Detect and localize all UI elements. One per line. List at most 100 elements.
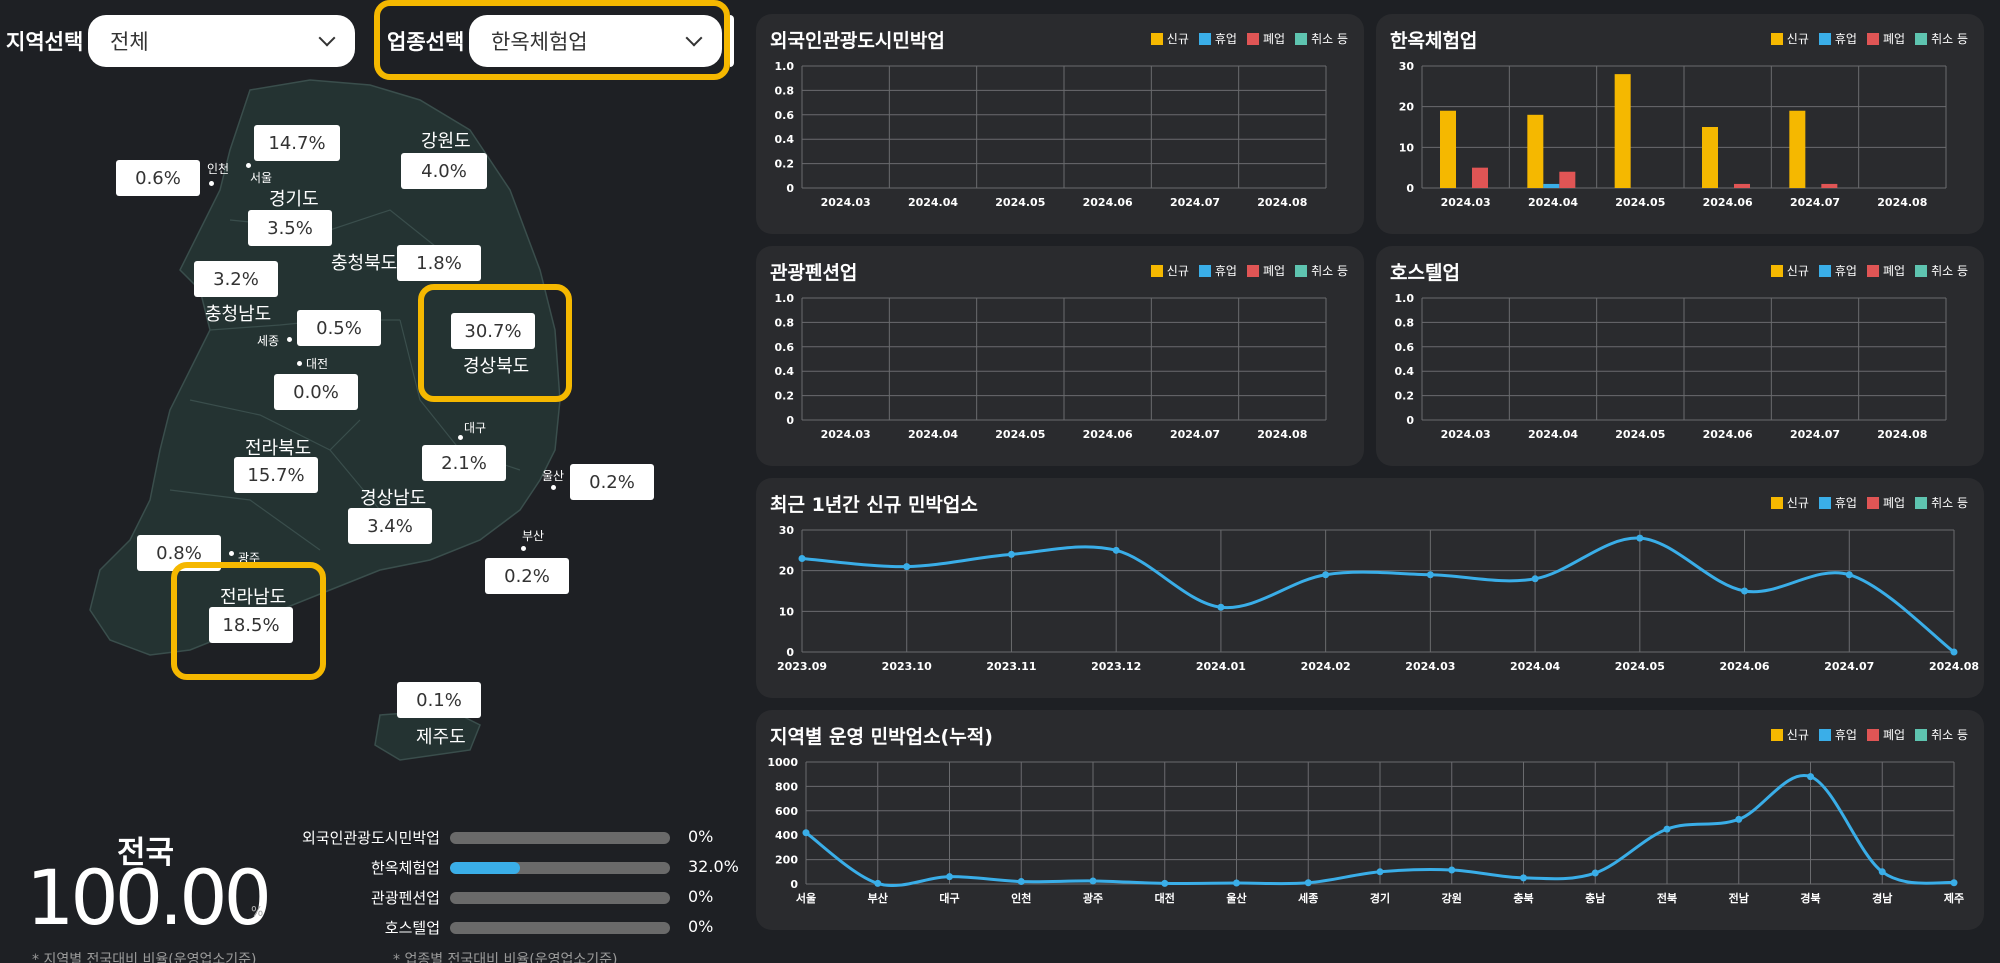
- x-tick-label: 대구: [939, 891, 959, 905]
- x-tick-label: 충북: [1513, 891, 1533, 905]
- legend-label: 폐업: [1882, 728, 1906, 742]
- region-pct-seoul[interactable]: 14.7%: [254, 125, 340, 161]
- legend-item[interactable]: 취소 등: [1295, 262, 1348, 279]
- legend-swatch: [1295, 264, 1308, 277]
- legend-item[interactable]: 신규: [1150, 30, 1189, 47]
- legend-item[interactable]: 취소 등: [1915, 726, 1968, 743]
- legend-swatch: [1818, 496, 1831, 509]
- x-tick-label: 2024.02: [1301, 660, 1351, 673]
- region-pct-ulsan[interactable]: 0.2%: [570, 464, 654, 500]
- legend-item[interactable]: 신규: [1770, 494, 1809, 511]
- legend-item[interactable]: 휴업: [1818, 262, 1857, 279]
- legend-item[interactable]: 폐업: [1866, 262, 1905, 279]
- legend-item[interactable]: 취소 등: [1915, 262, 1968, 279]
- legend-item[interactable]: 폐업: [1866, 30, 1905, 47]
- city-label-seoul: 서울: [250, 171, 273, 185]
- chevron-down-icon: [318, 29, 336, 47]
- legend-item[interactable]: 폐업: [1246, 262, 1285, 279]
- legend-item[interactable]: 휴업: [1818, 494, 1857, 511]
- legend-item[interactable]: 취소 등: [1915, 30, 1968, 47]
- legend-swatch: [1818, 264, 1831, 277]
- city-label-daegu: 대구: [464, 421, 487, 435]
- industry-ratio-row[interactable]: 한옥체험업 32.0%: [250, 857, 739, 877]
- region-pct-daejeon[interactable]: 0.0%: [274, 374, 358, 410]
- legend-item[interactable]: 신규: [1150, 262, 1189, 279]
- industry-ratio-row[interactable]: 외국인관광도시민박업 0%: [250, 827, 730, 847]
- region-label-jeonnam: 전라남도: [220, 587, 287, 608]
- legend-item[interactable]: 신규: [1770, 30, 1809, 47]
- industry-ratio-label: 관광펜션업: [370, 889, 440, 907]
- legend-item[interactable]: 휴업: [1198, 262, 1237, 279]
- legend-item[interactable]: 폐업: [1866, 494, 1905, 511]
- x-tick-label: 2024.08: [1257, 428, 1307, 441]
- legend-swatch: [1866, 496, 1879, 509]
- industry-ratio-row[interactable]: 호스텔업 0%: [250, 917, 730, 937]
- region-label-chungnam: 충청남도: [205, 304, 272, 325]
- region-select-value: 전체: [110, 30, 149, 54]
- panel-title: 호스텔업: [1390, 262, 1460, 284]
- region-select[interactable]: 전체: [88, 15, 355, 67]
- legend-item[interactable]: 신규: [1770, 262, 1809, 279]
- region-pct-gyeongnam[interactable]: 3.4%: [348, 508, 432, 544]
- x-tick-label: 대전: [1155, 891, 1175, 905]
- legend-label: 취소 등: [1931, 496, 1968, 510]
- legend-label: 취소 등: [1931, 728, 1968, 742]
- region-label-gyeonggi: 경기도: [269, 189, 319, 210]
- x-tick-label: 2024.08: [1877, 196, 1927, 209]
- region-pct-chungbuk[interactable]: 1.8%: [397, 245, 481, 281]
- y-tick-label: 0: [786, 646, 794, 659]
- legend-swatch: [1150, 264, 1163, 277]
- legend-item[interactable]: 취소 등: [1915, 494, 1968, 511]
- region-pct-gyeongbuk[interactable]: 30.7%: [451, 313, 535, 349]
- region-pct-sejong[interactable]: 0.5%: [297, 310, 381, 346]
- data-point: [1531, 575, 1539, 583]
- bar-폐업: [1559, 171, 1576, 188]
- y-tick-label: 800: [775, 780, 798, 793]
- legend-swatch: [1866, 264, 1879, 277]
- bar-신규: [1789, 110, 1806, 188]
- x-tick-label: 2024.03: [1441, 196, 1491, 209]
- x-tick-label: 2024.07: [1790, 196, 1840, 209]
- data-point: [1878, 868, 1886, 876]
- legend-item[interactable]: 취소 등: [1295, 30, 1348, 47]
- legend-label: 휴업: [1834, 264, 1857, 278]
- region-pct-gangwon[interactable]: 4.0%: [401, 153, 487, 189]
- bar-신규: [1440, 110, 1456, 188]
- region-pct-busan[interactable]: 0.2%: [485, 558, 569, 594]
- legend-label: 신규: [1786, 728, 1809, 742]
- x-tick-label: 2024.05: [1615, 428, 1665, 441]
- x-tick-label: 2024.08: [1257, 196, 1307, 209]
- legend-item[interactable]: 휴업: [1818, 726, 1857, 743]
- y-tick-label: 10: [1399, 141, 1415, 154]
- city-dot-daejeon: [297, 361, 302, 366]
- legend-item[interactable]: 휴업: [1198, 30, 1237, 47]
- y-tick-label: 0.4: [775, 133, 795, 146]
- footnote-region: * 지역별 전국대비 비율(운영업소기준): [32, 952, 257, 963]
- region-pct-daegu[interactable]: 2.1%: [422, 445, 506, 481]
- industry-ratio-label: 호스텔업: [384, 919, 440, 937]
- region-pct-gyeonggi[interactable]: 3.5%: [248, 210, 332, 246]
- city-label-ulsan: 울산: [542, 469, 565, 483]
- region-pct-incheon[interactable]: 0.6%: [116, 160, 200, 196]
- city-dot-sejong: [287, 337, 292, 342]
- y-tick-label: 30: [1399, 60, 1415, 73]
- chart-legend: 신규 휴업 폐업 취소 등: [1770, 494, 1968, 511]
- legend-item[interactable]: 신규: [1770, 726, 1809, 743]
- region-pct-jeonnam[interactable]: 18.5%: [209, 607, 293, 643]
- legend-item[interactable]: 휴업: [1818, 30, 1857, 47]
- industry-ratio-row[interactable]: 관광펜션업 0%: [250, 887, 730, 907]
- chart-legend: 신규 휴업 폐업 취소 등: [1150, 30, 1348, 47]
- y-tick-label: 0.8: [775, 84, 795, 97]
- data-point: [1845, 571, 1853, 579]
- region-pct-chungnam[interactable]: 3.2%: [194, 261, 278, 297]
- series-line: [805, 773, 1955, 888]
- legend-item[interactable]: 폐업: [1246, 30, 1285, 47]
- x-tick-label: 2024.04: [1528, 196, 1578, 209]
- jeonnam-highlight: [171, 562, 326, 680]
- industry-select[interactable]: 한옥체험업: [469, 15, 722, 67]
- legend-item[interactable]: 폐업: [1866, 726, 1906, 743]
- legend-label: 휴업: [1834, 32, 1857, 46]
- x-tick-label: 경기: [1370, 891, 1390, 905]
- region-pct-jeju[interactable]: 0.1%: [397, 682, 481, 718]
- region-pct-jeonbuk[interactable]: 15.7%: [234, 457, 318, 493]
